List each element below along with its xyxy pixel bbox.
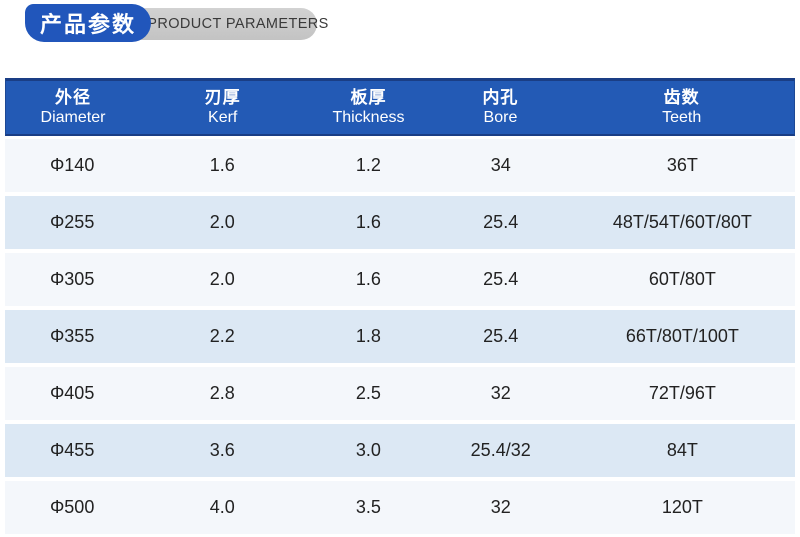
- column-header-zh: 板厚: [350, 87, 387, 107]
- table-row: Φ405 2.8 2.5 32 72T/96T: [5, 367, 795, 420]
- cell-thickness: 2.5: [355, 383, 381, 403]
- cell-bore: 25.4/32: [470, 440, 531, 460]
- cell-bore: 25.4: [483, 269, 519, 289]
- table-row: Φ355 2.2 1.8 25.4 66T/80T/100T: [5, 310, 795, 363]
- cell-diameter: Φ255: [49, 212, 95, 232]
- cell-teeth: 72T/96T: [648, 383, 716, 403]
- page-title: PRODUCT PARAMETERS 产品参数: [25, 4, 425, 42]
- cell-diameter: Φ455: [49, 440, 95, 460]
- table-row: Φ255 2.0 1.6 25.4 48T/54T/60T/80T: [5, 196, 795, 249]
- table-row: Φ305 2.0 1.6 25.4 60T/80T: [5, 253, 795, 306]
- cell-kerf: 2.0: [209, 212, 235, 232]
- column-header-en: Kerf: [208, 109, 238, 127]
- cell-thickness: 1.8: [355, 326, 381, 346]
- title-zh-label: 产品参数: [39, 12, 136, 37]
- column-header-en: Thickness: [332, 109, 405, 127]
- cell-teeth: 120T: [661, 497, 703, 517]
- table-row: Φ500 4.0 3.5 32 120T: [5, 481, 795, 534]
- title-badge-en: PRODUCT PARAMETERS: [125, 8, 328, 40]
- column-header-zh: 外径: [54, 87, 91, 107]
- cell-teeth: 60T/80T: [648, 269, 716, 289]
- cell-thickness: 1.6: [355, 212, 381, 232]
- table-row: Φ455 3.6 3.0 25.4/32 84T: [5, 424, 795, 477]
- table-row: Φ140 1.6 1.2 34 36T: [5, 139, 795, 192]
- cell-thickness: 1.2: [355, 155, 381, 175]
- cell-bore: 25.4: [483, 326, 519, 346]
- title-badge-zh: 产品参数: [25, 4, 151, 42]
- column-header-en: Diameter: [40, 109, 106, 127]
- cell-thickness: 1.6: [355, 269, 381, 289]
- parameters-table: 外径 Diameter 刃厚 Kerf 板厚 Thickness 内孔 Bore…: [5, 78, 795, 534]
- cell-diameter: Φ355: [49, 326, 95, 346]
- column-header-en: Bore: [483, 109, 518, 127]
- column-header-thickness: 板厚 Thickness: [305, 81, 431, 134]
- cell-bore: 32: [490, 383, 511, 403]
- column-header-en: Teeth: [662, 109, 702, 127]
- cell-diameter: Φ140: [49, 155, 95, 175]
- cell-diameter: Φ305: [49, 269, 95, 289]
- title-en-label: PRODUCT PARAMETERS: [147, 16, 329, 32]
- column-header-zh: 内孔: [482, 87, 519, 107]
- cell-thickness: 3.5: [355, 497, 381, 517]
- cell-bore: 34: [490, 155, 511, 175]
- cell-teeth: 36T: [666, 155, 698, 175]
- cell-bore: 32: [490, 497, 511, 517]
- column-header-zh: 刃厚: [204, 87, 241, 107]
- cell-kerf: 1.6: [209, 155, 235, 175]
- cell-teeth: 66T/80T/100T: [625, 326, 739, 346]
- column-header-bore: 内孔 Bore: [432, 81, 570, 134]
- cell-kerf: 2.2: [209, 326, 235, 346]
- cell-kerf: 4.0: [209, 497, 235, 517]
- cell-thickness: 3.0: [355, 440, 381, 460]
- column-header-zh: 齿数: [663, 87, 700, 107]
- column-header-diameter: 外径 Diameter: [6, 81, 140, 134]
- cell-teeth: 84T: [666, 440, 698, 460]
- column-header-kerf: 刃厚 Kerf: [140, 81, 305, 134]
- table-header-row: 外径 Diameter 刃厚 Kerf 板厚 Thickness 内孔 Bore…: [5, 78, 795, 136]
- cell-kerf: 2.8: [209, 383, 235, 403]
- cell-bore: 25.4: [483, 212, 519, 232]
- cell-teeth: 48T/54T/60T/80T: [612, 212, 752, 232]
- cell-diameter: Φ500: [49, 497, 95, 517]
- cell-diameter: Φ405: [49, 383, 95, 403]
- cell-kerf: 2.0: [209, 269, 235, 289]
- cell-kerf: 3.6: [209, 440, 235, 460]
- column-header-teeth: 齿数 Teeth: [569, 81, 794, 134]
